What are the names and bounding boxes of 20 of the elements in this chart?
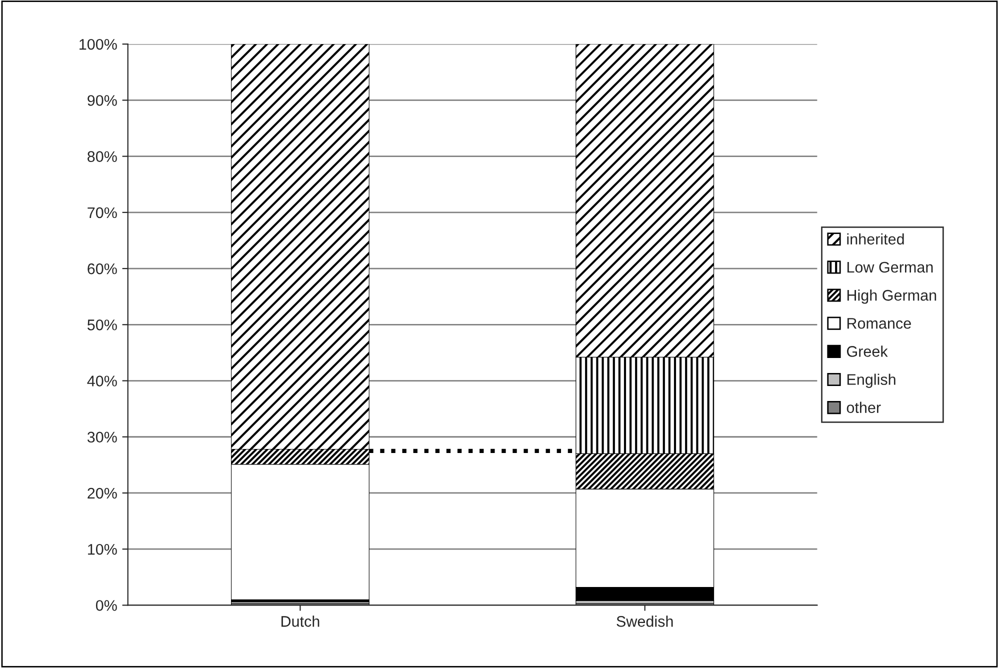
y-tick-label: 10%: [88, 544, 117, 555]
legend-label: Romance: [847, 318, 911, 329]
legend-label: inherited: [847, 233, 904, 245]
y-tick-label: 30%: [87, 432, 117, 443]
legend-label: English: [847, 374, 896, 388]
y-tick-label: 60%: [88, 263, 117, 274]
y-tick-label: 20%: [88, 488, 117, 499]
legend-label: other: [846, 402, 881, 414]
legend-label: Low German: [847, 262, 933, 273]
y-tick-label: 70%: [88, 207, 117, 218]
legend-label: High German: [847, 289, 936, 304]
y-tick-label: 40%: [87, 376, 117, 386]
x-tick-label: Swedish: [616, 616, 673, 627]
x-tick-label: Dutch: [282, 616, 320, 627]
y-tick-label: 50%: [87, 320, 117, 330]
legend-label: Greek: [846, 346, 888, 357]
y-tick-label: 80%: [88, 151, 117, 162]
y-tick-label: 90%: [88, 95, 117, 106]
y-tick-label: 100%: [80, 38, 117, 50]
y-tick-label: 0%: [96, 600, 117, 611]
